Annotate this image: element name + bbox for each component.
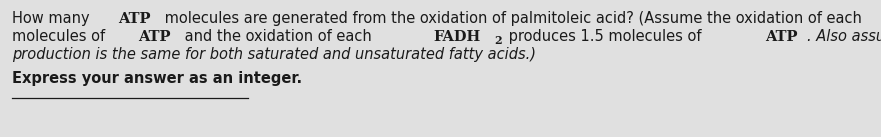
- Text: FADH: FADH: [433, 30, 481, 44]
- Text: ATP: ATP: [765, 30, 797, 44]
- Text: Express your answer as an integer.: Express your answer as an integer.: [12, 71, 302, 86]
- Text: 2: 2: [494, 35, 502, 46]
- Text: ATP: ATP: [138, 30, 171, 44]
- Text: molecules of: molecules of: [12, 29, 110, 44]
- Text: . Also assume: . Also assume: [807, 29, 881, 44]
- Text: ATP: ATP: [118, 12, 151, 26]
- Text: and the oxidation of each: and the oxidation of each: [180, 29, 376, 44]
- Text: How many: How many: [12, 11, 94, 26]
- Text: produces 1.5 molecules of: produces 1.5 molecules of: [504, 29, 707, 44]
- Text: molecules are generated from the oxidation of palmitoleic acid? (Assume the oxid: molecules are generated from the oxidati…: [160, 11, 867, 26]
- Text: production is the same for both saturated and unsaturated fatty acids.): production is the same for both saturate…: [12, 47, 536, 62]
